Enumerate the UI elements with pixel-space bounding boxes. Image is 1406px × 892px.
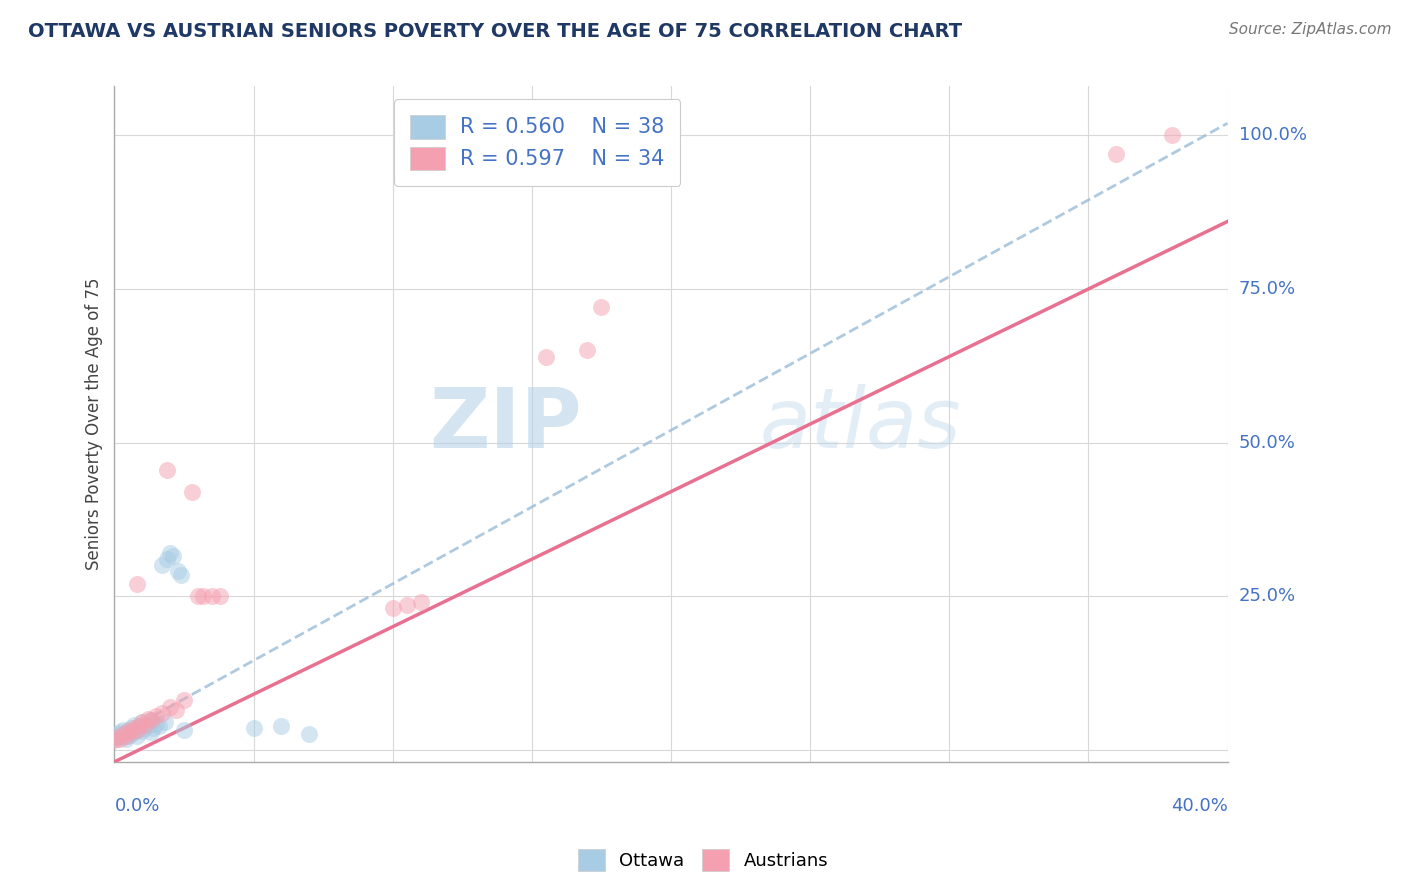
Legend: Ottawa, Austrians: Ottawa, Austrians [571,842,835,879]
Point [114,727,136,741]
Point [139,713,162,727]
Text: 50.0%: 50.0% [1239,434,1295,451]
Text: atlas: atlas [761,384,962,465]
Point [1160,128,1182,143]
Point [114,729,136,743]
Point [136,712,159,726]
Point [105,727,128,741]
Point [173,723,195,737]
Point [108,725,131,739]
Point [134,718,156,732]
Point [173,693,195,707]
Point [153,714,176,729]
Point [111,723,134,737]
Point [298,727,321,741]
Text: Source: ZipAtlas.com: Source: ZipAtlas.com [1229,22,1392,37]
Point [576,343,599,358]
Point [162,549,184,563]
Text: 75.0%: 75.0% [1239,280,1296,298]
Point [193,589,215,603]
Text: 25.0%: 25.0% [1239,587,1296,605]
Point [125,729,148,743]
Point [117,729,139,743]
Point [165,703,187,717]
Point [120,725,142,739]
Point [125,723,148,737]
Point [128,719,150,733]
Point [181,484,204,499]
Point [209,589,232,603]
Point [139,725,162,739]
Point [120,727,142,741]
Point [103,733,125,747]
Text: ZIP: ZIP [429,384,582,465]
Point [148,719,170,733]
Point [111,727,134,741]
Point [139,713,162,727]
Point [122,725,145,739]
Point [134,721,156,735]
Text: 0.0%: 0.0% [114,797,160,814]
Point [131,714,153,729]
Text: 40.0%: 40.0% [1171,797,1227,814]
Point [114,731,136,746]
Point [591,301,613,315]
Point [122,721,145,735]
Point [117,724,139,739]
Point [395,599,418,613]
Point [117,724,139,739]
Point [103,731,125,745]
Point [128,719,150,733]
Point [131,724,153,739]
Point [187,589,209,603]
Point [145,708,167,723]
Text: OTTAWA VS AUSTRIAN SENIORS POVERTY OVER THE AGE OF 75 CORRELATION CHART: OTTAWA VS AUSTRIAN SENIORS POVERTY OVER … [28,22,962,41]
Text: 100.0%: 100.0% [1239,127,1306,145]
Point [120,721,142,735]
Point [159,699,181,714]
Point [122,718,145,732]
Legend: R = 0.560    N = 38, R = 0.597    N = 34: R = 0.560 N = 38, R = 0.597 N = 34 [394,100,681,186]
Point [136,718,159,732]
Point [201,589,224,603]
Point [150,558,173,573]
Point [156,463,179,477]
Point [159,546,181,560]
Point [242,721,264,735]
Point [145,716,167,731]
Point [105,731,128,745]
Point [105,731,128,746]
Point [270,719,292,733]
Point [125,723,148,737]
Point [156,552,179,566]
Point [111,731,134,745]
Point [125,576,148,591]
Point [409,595,432,609]
Point [108,731,131,746]
Point [108,729,131,743]
Y-axis label: Seniors Poverty Over the Age of 75: Seniors Poverty Over the Age of 75 [86,277,103,570]
Point [1105,147,1128,161]
Point [381,601,404,615]
Point [131,714,153,729]
Point [534,350,557,364]
Point [170,567,193,582]
Point [150,706,173,720]
Point [142,721,165,735]
Point [167,565,190,579]
